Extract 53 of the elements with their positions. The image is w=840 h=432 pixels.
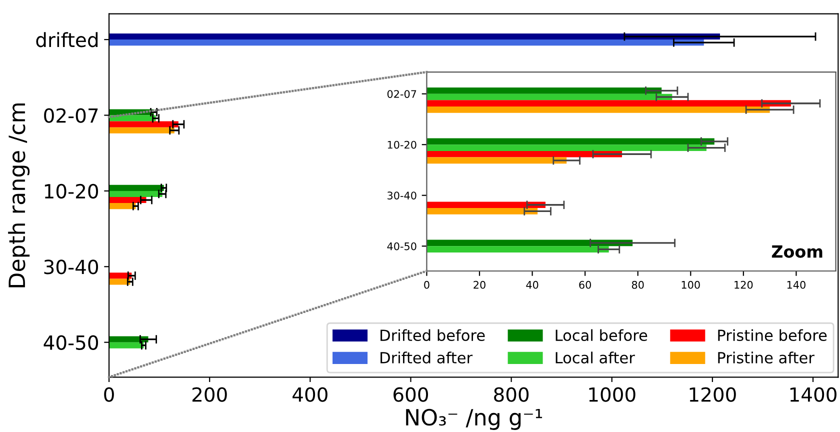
x-tick-label: 400 (292, 387, 328, 402)
bar (109, 34, 720, 40)
bar (109, 278, 130, 285)
y-tick-label: 30-40 (44, 260, 98, 274)
y-tick-label: 02-07 (387, 90, 416, 98)
x-tick-label: 1000 (589, 387, 636, 402)
bar (426, 150, 622, 158)
x-tick-label: 140 (787, 280, 806, 289)
bar (426, 138, 714, 145)
x-tick-label: 120 (734, 280, 753, 289)
x-tick-label: 60 (579, 280, 592, 289)
legend-label: Local before (556, 329, 648, 342)
bar (426, 157, 567, 164)
bar (426, 208, 538, 214)
y-tick-label: drifted (36, 32, 98, 48)
legend-label: Drifted after (380, 352, 473, 364)
legend-label: Drifted before (380, 329, 485, 342)
x-tick-label: 200 (192, 387, 227, 402)
y-tick-label: 30-40 (388, 192, 416, 200)
bar (426, 106, 770, 113)
bar (109, 184, 164, 191)
bar (426, 87, 662, 94)
bar (426, 246, 609, 252)
x-tick-label: 20 (474, 280, 486, 289)
y-tick-label: 40-50 (44, 335, 98, 350)
bar (109, 127, 174, 134)
legend-label: Pristine after (718, 352, 814, 364)
bar (426, 100, 791, 107)
annotation: Zoom (772, 245, 822, 258)
y-tick-label: 40-50 (387, 242, 416, 250)
y-tick-label: 02-07 (44, 108, 98, 123)
x-tick-label: 0 (104, 387, 114, 402)
bar (426, 144, 706, 151)
bar (109, 190, 162, 197)
y-tick-label: 10-20 (44, 184, 98, 199)
x-tick-label: 800 (494, 387, 529, 402)
bar (426, 94, 672, 100)
x-tick-label: 1200 (690, 387, 736, 402)
bar (109, 342, 144, 348)
x-axis-title: NO₃⁻ /ng g⁻¹ (406, 408, 542, 430)
y-tick-label: 10-20 (388, 140, 416, 149)
x-tick-label: 100 (682, 280, 700, 289)
y-axis-title: Depth range /cm (8, 103, 30, 288)
x-tick-label: 600 (394, 387, 428, 402)
bar (109, 40, 704, 46)
x-tick-label: 1400 (790, 387, 836, 402)
legend-label: Local after (556, 352, 635, 364)
x-tick-label: 40 (526, 280, 538, 289)
bar (109, 121, 178, 128)
legend-label: Pristine before (718, 329, 827, 342)
x-tick-label: 0 (424, 280, 430, 289)
bar (426, 202, 546, 208)
x-tick-label: 80 (632, 280, 644, 289)
